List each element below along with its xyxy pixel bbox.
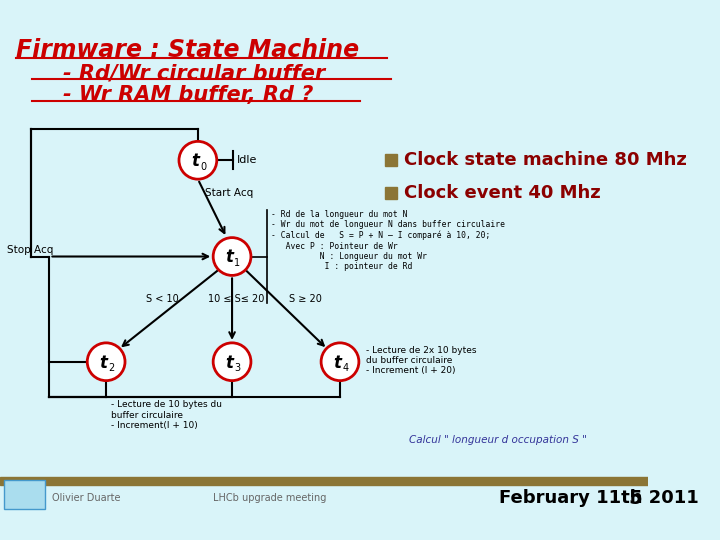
Text: - Wr RAM buffer, Rd ?: - Wr RAM buffer, Rd ?: [34, 85, 313, 105]
Text: Olivier Duarte: Olivier Duarte: [52, 494, 121, 503]
Text: t: t: [192, 152, 199, 170]
Text: LHCb upgrade meeting: LHCb upgrade meeting: [213, 494, 326, 503]
Text: 3: 3: [235, 363, 240, 373]
Text: 0: 0: [200, 161, 207, 172]
Text: t: t: [333, 354, 341, 372]
Text: Firmware : State Machine: Firmware : State Machine: [16, 38, 359, 62]
Text: t: t: [225, 248, 233, 266]
Text: February 11th 2011: February 11th 2011: [499, 489, 699, 508]
Circle shape: [213, 238, 251, 275]
Text: Stop Acq: Stop Acq: [7, 245, 53, 255]
Text: 10 ≤ S≤ 20: 10 ≤ S≤ 20: [208, 294, 265, 304]
Circle shape: [179, 141, 217, 179]
Text: 4: 4: [342, 363, 348, 373]
Text: 5: 5: [628, 489, 642, 508]
Text: 1: 1: [235, 258, 240, 268]
Text: Clock event 40 Mhz: Clock event 40 Mhz: [404, 184, 600, 201]
Circle shape: [321, 343, 359, 381]
Circle shape: [87, 343, 125, 381]
FancyBboxPatch shape: [4, 480, 45, 509]
Text: - Rd de la longueur du mot N
- Wr du mot de longueur N dans buffer circulaire
- : - Rd de la longueur du mot N - Wr du mot…: [271, 210, 505, 271]
Text: LHCb
LHCS: LHCb LHCS: [14, 489, 35, 502]
Text: Idle: Idle: [237, 156, 257, 165]
Text: S ≥ 20: S ≥ 20: [289, 294, 323, 304]
Circle shape: [213, 343, 251, 381]
Text: Clock state machine 80 Mhz: Clock state machine 80 Mhz: [404, 151, 687, 169]
Text: S < 10: S < 10: [145, 294, 179, 304]
Text: t: t: [225, 354, 233, 372]
Text: - Rd/Wr circular buffer: - Rd/Wr circular buffer: [34, 63, 325, 83]
Text: - Lecture de 10 bytes du
buffer circulaire
- Increment(I + 10): - Lecture de 10 bytes du buffer circulai…: [111, 401, 222, 430]
Text: Calcul " longueur d occupation S ": Calcul " longueur d occupation S ": [409, 435, 587, 444]
Text: t: t: [99, 354, 107, 372]
Text: - Lecture de 2x 10 bytes
du buffer circulaire
- Increment (I + 20): - Lecture de 2x 10 bytes du buffer circu…: [366, 346, 477, 375]
Text: 2: 2: [109, 363, 114, 373]
Text: Start Acq: Start Acq: [205, 188, 253, 198]
Bar: [0, 477, 647, 485]
